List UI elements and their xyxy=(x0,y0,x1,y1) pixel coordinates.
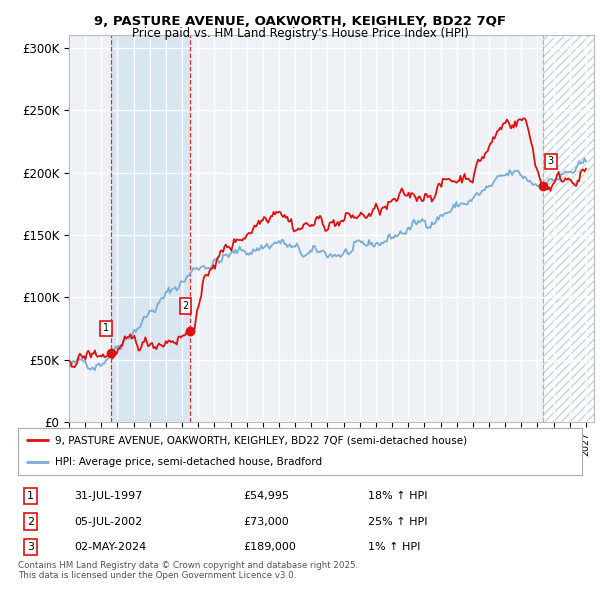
Text: 02-MAY-2024: 02-MAY-2024 xyxy=(74,542,146,552)
Text: 25% ↑ HPI: 25% ↑ HPI xyxy=(368,516,427,526)
Text: Contains HM Land Registry data © Crown copyright and database right 2025.
This d: Contains HM Land Registry data © Crown c… xyxy=(18,560,358,580)
Text: Price paid vs. HM Land Registry's House Price Index (HPI): Price paid vs. HM Land Registry's House … xyxy=(131,27,469,40)
Text: 3: 3 xyxy=(27,542,34,552)
Text: 31-JUL-1997: 31-JUL-1997 xyxy=(74,491,143,501)
Text: 1: 1 xyxy=(103,323,109,333)
Text: 05-JUL-2002: 05-JUL-2002 xyxy=(74,516,143,526)
Text: 9, PASTURE AVENUE, OAKWORTH, KEIGHLEY, BD22 7QF (semi-detached house): 9, PASTURE AVENUE, OAKWORTH, KEIGHLEY, B… xyxy=(55,435,467,445)
Text: 1% ↑ HPI: 1% ↑ HPI xyxy=(368,542,420,552)
Text: £73,000: £73,000 xyxy=(244,516,289,526)
Bar xyxy=(543,35,594,422)
Text: 2: 2 xyxy=(27,516,34,526)
Text: £54,995: £54,995 xyxy=(244,491,290,501)
Text: 18% ↑ HPI: 18% ↑ HPI xyxy=(368,491,427,501)
Text: 1: 1 xyxy=(27,491,34,501)
Text: 9, PASTURE AVENUE, OAKWORTH, KEIGHLEY, BD22 7QF: 9, PASTURE AVENUE, OAKWORTH, KEIGHLEY, B… xyxy=(94,15,506,28)
Text: 2: 2 xyxy=(182,301,188,311)
Text: 3: 3 xyxy=(548,156,554,166)
Text: £189,000: £189,000 xyxy=(244,542,296,552)
Text: HPI: Average price, semi-detached house, Bradford: HPI: Average price, semi-detached house,… xyxy=(55,457,322,467)
Bar xyxy=(110,35,190,422)
